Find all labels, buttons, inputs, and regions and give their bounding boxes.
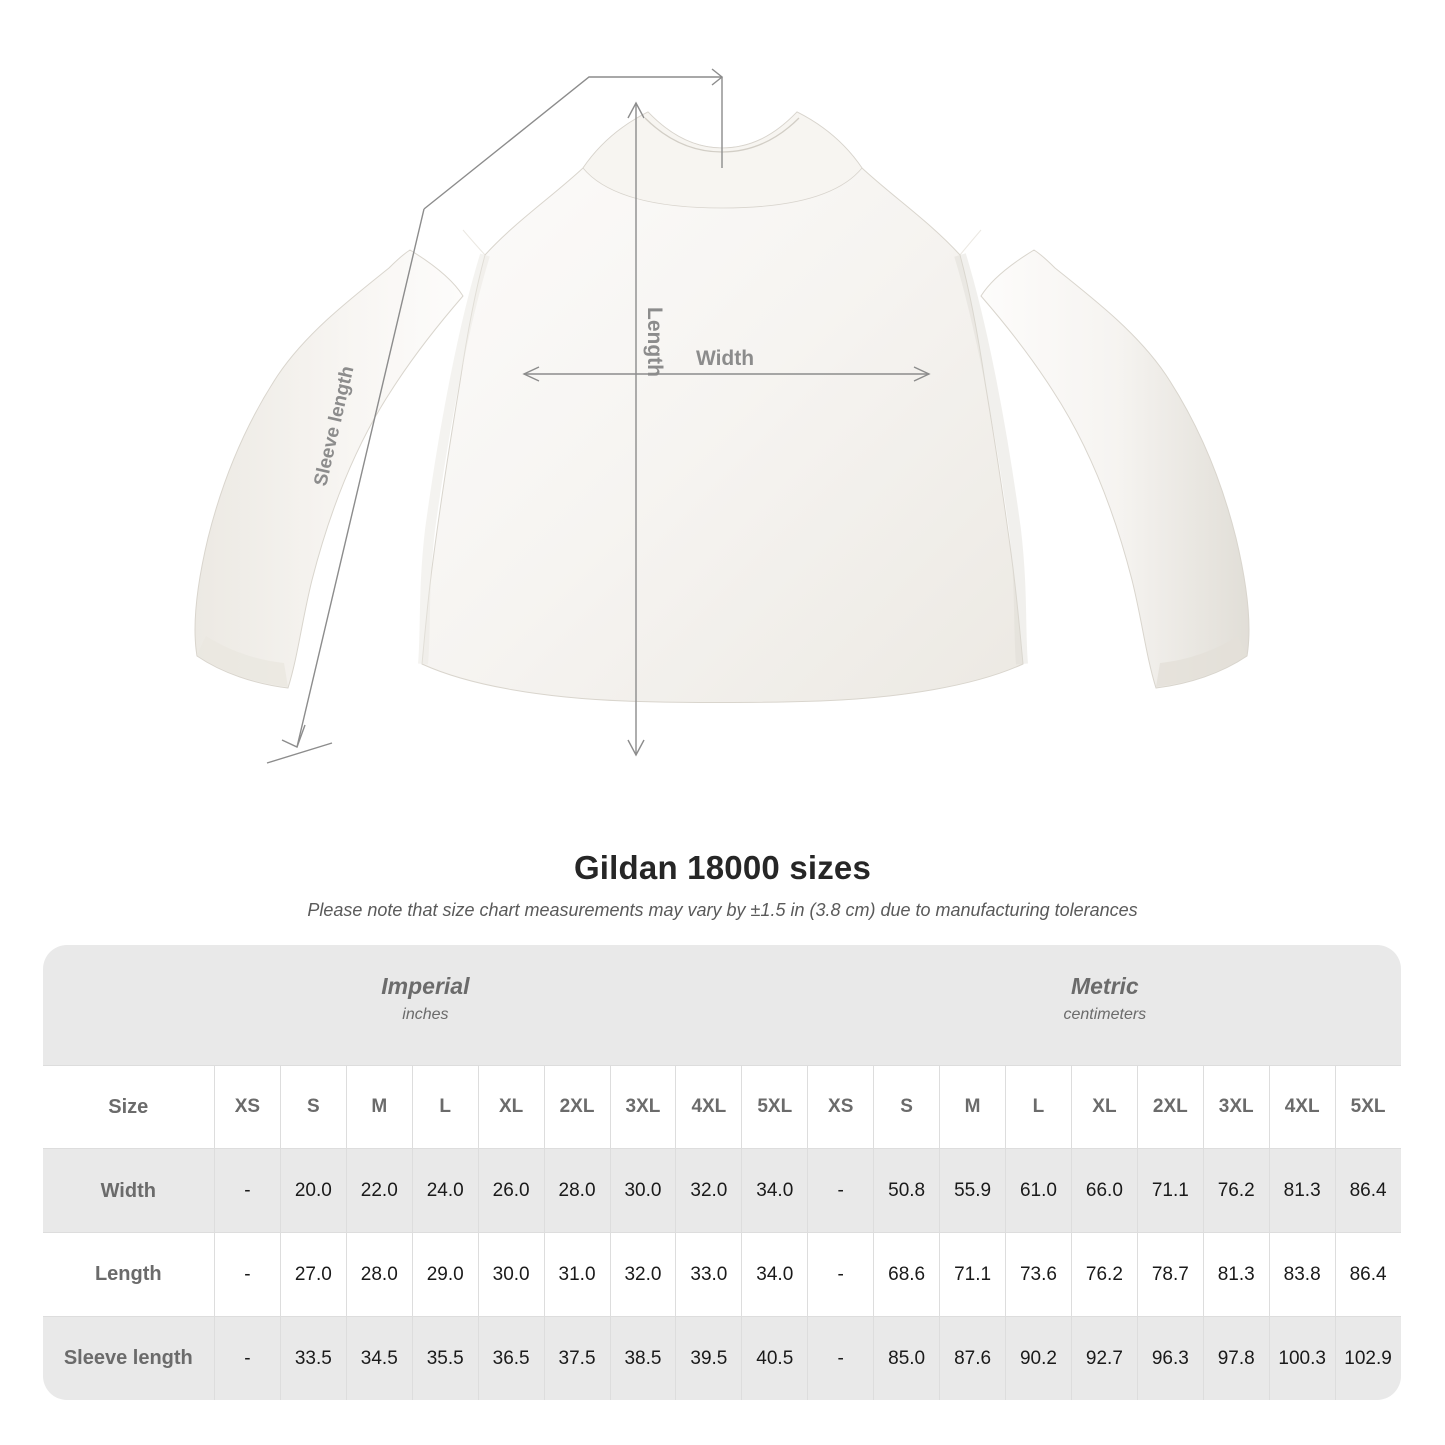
svg-text:Length: Length <box>643 307 666 377</box>
svg-text:Width: Width <box>696 347 754 370</box>
